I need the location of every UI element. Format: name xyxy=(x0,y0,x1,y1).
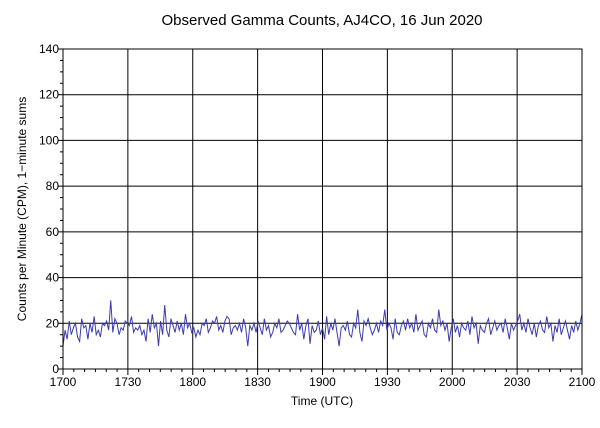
x-tick-label: 2100 xyxy=(569,375,596,389)
x-tick-label: 1900 xyxy=(309,375,336,389)
chart-title: Observed Gamma Counts, AJ4CO, 16 Jun 202… xyxy=(162,12,483,29)
x-tick-label: 2000 xyxy=(439,375,466,389)
y-tick-label: 20 xyxy=(46,316,60,330)
y-tick-label: 40 xyxy=(46,271,60,285)
tick-marks xyxy=(58,48,583,375)
y-axis-label: Counts per Minute (CPM), 1−minute sums xyxy=(15,97,29,321)
y-tick-label: 120 xyxy=(39,88,59,102)
x-tick-labels: 1700 1730 1800 1830 1900 1930 2000 2030 2100 xyxy=(50,375,596,389)
x-axis-label: Time (UTC) xyxy=(291,394,353,408)
x-tick-label: 1800 xyxy=(179,375,206,389)
y-tick-label: 60 xyxy=(46,225,60,239)
x-tick-label: 1830 xyxy=(244,375,271,389)
x-tick-label: 1700 xyxy=(50,375,77,389)
series-line xyxy=(62,300,583,347)
x-tick-label: 1730 xyxy=(115,375,142,389)
x-tick-label: 1930 xyxy=(374,375,401,389)
y-tick-labels: 0 20 40 60 80 100 120 140 xyxy=(39,42,59,376)
y-tick-label: 140 xyxy=(39,42,59,56)
series-layer xyxy=(62,300,583,347)
y-tick-label: 80 xyxy=(46,179,60,193)
x-tick-label: 2030 xyxy=(504,375,531,389)
grid xyxy=(62,48,583,370)
y-tick-label: 0 xyxy=(52,362,59,376)
y-tick-label: 100 xyxy=(39,133,59,147)
